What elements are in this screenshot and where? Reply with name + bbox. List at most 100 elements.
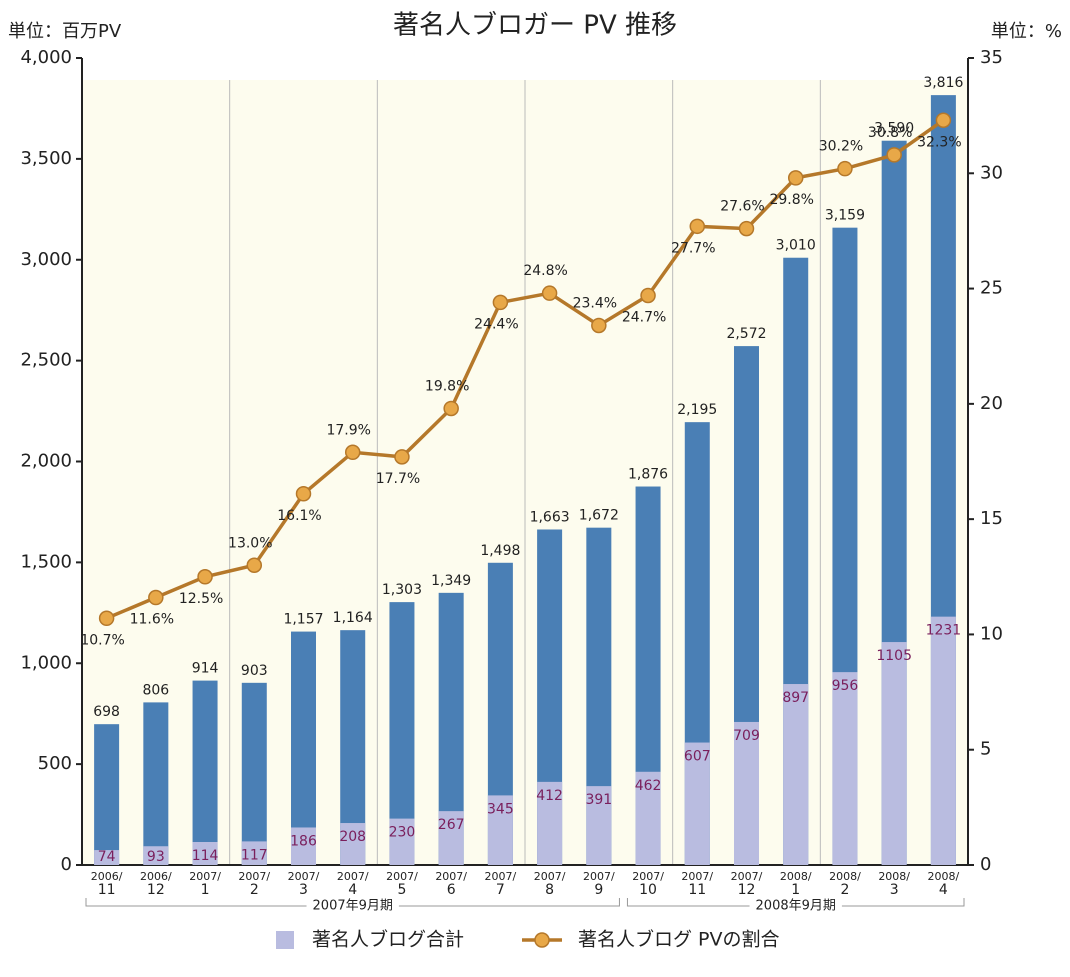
bar-value-label: 1,157	[283, 612, 323, 628]
x-tick-label: 4	[939, 882, 948, 898]
line-marker	[443, 400, 459, 417]
group-label-bg	[749, 898, 842, 914]
line-marker	[886, 147, 902, 163]
x-tick-label: 11	[688, 882, 706, 898]
bar	[537, 781, 563, 865]
x-tick-label: 7	[496, 882, 505, 898]
line-value-label: 17.9%	[326, 422, 370, 438]
y-tick-label: 1,000	[20, 652, 72, 673]
line-marker	[295, 486, 312, 502]
x-tick-label: 12	[738, 882, 756, 898]
chart-title: 著名人ブロガー PV 推移	[393, 11, 677, 41]
line-value-label: 24.4%	[474, 316, 518, 332]
y-tick-label: 3,000	[20, 249, 72, 270]
bar-value-label: 230	[389, 825, 416, 841]
legend-marker	[534, 932, 550, 948]
bar	[94, 724, 120, 865]
bar-value-label: 186	[290, 833, 317, 849]
bar-value-label: 607	[684, 749, 711, 765]
bar-value-label: 117	[241, 847, 268, 863]
x-tick-label: 3	[299, 882, 308, 898]
line-value-label: 29.8%	[769, 192, 813, 208]
group-label: 2008年9月期	[756, 899, 836, 914]
line-marker	[197, 569, 213, 585]
x-tick-label: 2007/	[632, 870, 664, 883]
line-marker	[689, 218, 706, 235]
line-value-label: 12.5%	[179, 591, 223, 607]
bar	[684, 742, 710, 865]
y-tick-label: 2,000	[20, 451, 72, 472]
bar-value-label: 74	[98, 849, 116, 865]
y2-tick-label: 20	[980, 393, 1003, 414]
bar	[241, 682, 267, 865]
y2-tick-label: 35	[980, 47, 1003, 68]
bar	[438, 811, 464, 865]
x-tick-label: 6	[447, 882, 456, 898]
line-marker	[394, 449, 410, 465]
bar-value-label: 709	[733, 728, 760, 744]
bar-value-label: 903	[241, 663, 268, 679]
line-marker	[738, 220, 755, 237]
legend-label: 著名人ブログ合計	[312, 928, 464, 951]
y2-axis-label: 単位：%	[991, 21, 1062, 42]
bar	[832, 672, 858, 865]
x-tick-label: 9	[594, 882, 603, 898]
line-value-label: 10.7%	[80, 632, 124, 648]
bar-value-label: 956	[832, 678, 859, 694]
x-tick-label: 2007/	[288, 870, 320, 883]
bar	[930, 616, 956, 865]
bar-value-label: 914	[192, 661, 219, 677]
y2-tick-label: 10	[980, 623, 1003, 644]
line-value-label: 27.7%	[671, 240, 715, 256]
y2-tick-label: 25	[980, 278, 1003, 299]
bar	[389, 818, 415, 865]
line-marker	[148, 589, 164, 606]
bar-value-label: 806	[142, 682, 169, 698]
line-marker	[541, 285, 558, 301]
group-label-bg	[306, 898, 399, 914]
bar-value-label: 3,159	[825, 208, 865, 224]
bar-value-label: 391	[585, 792, 612, 808]
bar-value-label: 412	[536, 788, 563, 804]
y-tick-label: 1,500	[20, 551, 72, 572]
bar-value-label: 1,876	[628, 467, 668, 483]
x-tick-label: 11	[98, 882, 116, 898]
bar	[340, 823, 366, 865]
x-tick-label: 2006/	[91, 870, 123, 883]
x-tick-label: 1	[201, 882, 210, 898]
y-tick-label: 3,500	[20, 148, 72, 169]
bar-value-label: 2,572	[726, 326, 766, 342]
x-tick-label: 2007/	[534, 870, 566, 883]
x-tick-label: 2007/	[681, 870, 713, 883]
x-tick-label: 8	[545, 882, 554, 898]
y-tick-label: 4,000	[20, 47, 72, 68]
bar-value-label: 1,164	[333, 610, 373, 626]
line-marker	[98, 610, 115, 627]
line-marker	[787, 170, 804, 186]
bar	[586, 786, 612, 865]
bar-value-label: 1,498	[480, 543, 520, 559]
bar-value-label: 267	[438, 817, 465, 833]
bar-value-label: 1,303	[382, 582, 422, 598]
bar-value-label: 1,663	[530, 509, 570, 525]
bar-value-label: 3,816	[923, 75, 963, 91]
y-axis-label: 単位：百万PV	[8, 21, 122, 42]
line-marker	[935, 112, 952, 129]
y-tick-label: 500	[38, 753, 72, 774]
y2-tick-label: 5	[980, 739, 991, 760]
group-label: 2007年9月期	[313, 899, 393, 914]
legend-swatch	[276, 931, 294, 949]
x-tick-label: 2008/	[829, 870, 861, 883]
bar	[881, 642, 907, 865]
x-tick-label: 2008/	[928, 870, 960, 883]
y-tick-label: 2,500	[20, 350, 72, 371]
line-value-label: 27.6%	[720, 199, 764, 215]
line-marker	[246, 557, 263, 574]
bar-value-label: 897	[782, 690, 809, 706]
bar-value-label: 208	[339, 829, 366, 845]
x-tick-label: 2007/	[485, 870, 517, 883]
bar	[241, 841, 267, 865]
x-tick-label: 3	[890, 882, 899, 898]
bar	[291, 631, 316, 865]
bar	[143, 846, 169, 865]
